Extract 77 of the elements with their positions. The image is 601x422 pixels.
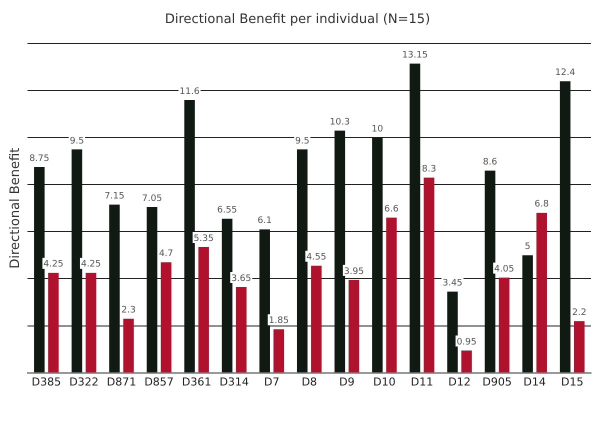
data-label: 4.05 xyxy=(494,264,514,274)
bar xyxy=(198,247,209,372)
data-label: 3.95 xyxy=(344,266,364,277)
x-tick-label: D871 xyxy=(106,375,136,388)
bar xyxy=(522,255,533,372)
bar xyxy=(222,218,232,372)
data-label: 6.55 xyxy=(217,206,238,216)
data-label: 6.6 xyxy=(384,204,399,214)
x-tick-label: D14 xyxy=(523,375,546,388)
bar xyxy=(109,204,120,372)
bar xyxy=(484,170,496,372)
bar xyxy=(72,149,82,372)
data-label: 12.4 xyxy=(555,68,576,78)
x-tick-label: D8 xyxy=(302,375,318,388)
bar xyxy=(447,292,458,372)
bar xyxy=(296,149,308,372)
data-label: 10 xyxy=(372,124,384,134)
data-label: 4.25 xyxy=(80,260,102,270)
bar xyxy=(372,138,383,372)
data-label: 13.15 xyxy=(402,50,428,60)
data-label: 4.55 xyxy=(306,252,326,263)
bar xyxy=(34,167,45,372)
x-tick-label: D322 xyxy=(69,375,99,388)
bar xyxy=(386,218,397,372)
bar xyxy=(461,350,472,372)
bar xyxy=(498,278,510,372)
data-label: 10.3 xyxy=(330,117,350,128)
x-tick-label: D10 xyxy=(373,375,396,388)
bar xyxy=(560,81,570,372)
bar xyxy=(574,321,585,372)
bar xyxy=(184,100,195,372)
data-label: 7.05 xyxy=(142,194,162,204)
data-label: 5 xyxy=(524,242,530,252)
bar xyxy=(259,229,270,372)
bar xyxy=(236,286,247,372)
bar xyxy=(48,272,59,372)
bar xyxy=(123,318,134,372)
data-label: 0.95 xyxy=(456,337,477,348)
x-tick-label: D361 xyxy=(182,375,212,388)
data-label: 11.6 xyxy=(180,86,200,97)
data-label: 2.2 xyxy=(572,308,586,318)
data-label: 1.85 xyxy=(268,316,289,326)
x-tick-label: D12 xyxy=(448,375,471,388)
chart-title: Directional Benefit per individual (N=15) xyxy=(164,12,430,28)
x-tick-label: D11 xyxy=(410,375,434,388)
data-label: 6.8 xyxy=(534,200,550,210)
x-tick-label: D7 xyxy=(264,375,280,388)
bar xyxy=(410,64,420,372)
data-label: 3.65 xyxy=(231,274,252,284)
x-tick-label: D385 xyxy=(32,375,62,388)
bar xyxy=(160,262,172,372)
y-axis-title: Directional Benefit xyxy=(8,148,24,269)
x-tick-label: D314 xyxy=(219,375,249,388)
x-tick-label: D857 xyxy=(144,375,174,388)
data-label: 2.3 xyxy=(121,306,136,316)
bar xyxy=(146,207,158,372)
bar xyxy=(334,130,346,372)
bar xyxy=(536,212,547,372)
data-label: 5.35 xyxy=(194,234,214,244)
data-label: 4.25 xyxy=(43,260,64,270)
data-label: 8.3 xyxy=(422,164,436,174)
data-label: 6.1 xyxy=(258,216,272,226)
data-label: 9.5 xyxy=(295,136,310,146)
x-tick-label: D15 xyxy=(560,375,584,388)
data-label: 8.75 xyxy=(29,154,50,164)
bar xyxy=(424,178,434,372)
data-label: 8.6 xyxy=(482,157,498,168)
bar xyxy=(86,272,96,372)
data-label: 9.5 xyxy=(70,136,84,146)
data-label: 4.7 xyxy=(158,249,174,260)
data-label: 3.45 xyxy=(442,278,463,289)
bar xyxy=(348,280,360,372)
bar xyxy=(311,266,322,372)
x-tick-label: D9 xyxy=(339,375,355,388)
x-tick-label: D905 xyxy=(482,375,512,388)
data-label: 7.15 xyxy=(104,192,124,202)
bar xyxy=(274,329,284,372)
